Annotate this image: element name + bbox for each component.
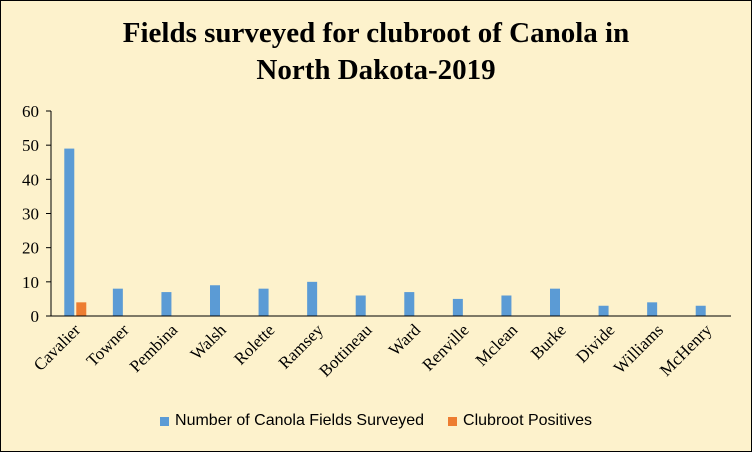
bar-clubroot-positives — [76, 302, 87, 316]
x-tick-label: Divide — [572, 320, 618, 366]
legend-entry-clubroot-positives: Clubroot Positives — [448, 412, 592, 430]
bar-fields-surveyed — [598, 305, 609, 316]
bar-fields-surveyed — [258, 288, 269, 316]
x-tick-label: Walsh — [187, 320, 231, 364]
y-tick-label: 40 — [22, 170, 39, 189]
bar-fields-surveyed — [550, 288, 560, 316]
x-tick-label: McHenry — [656, 320, 716, 380]
chart-title: Fields surveyed for clubroot of Canola i… — [1, 15, 751, 89]
bar-fields-surveyed — [307, 281, 318, 316]
x-tick-label: Ward — [385, 320, 425, 360]
x-tick-label: Cavalier — [30, 320, 84, 374]
chart-title-line-1: Fields surveyed for clubroot of Canola i… — [122, 17, 630, 49]
x-tick-label: Bottineau — [315, 320, 376, 381]
y-tick-label: 20 — [22, 239, 39, 258]
bar-fields-surveyed — [647, 302, 658, 316]
bar-fields-surveyed — [161, 292, 172, 316]
legend: Number of Canola Fields Surveyed Clubroo… — [1, 412, 751, 430]
chart-title-line-2: North Dakota-2019 — [256, 54, 496, 86]
bars — [64, 148, 706, 316]
bar-fields-surveyed — [210, 285, 220, 316]
x-tick-label: Renville — [419, 320, 473, 374]
x-tick-label: Burke — [527, 320, 570, 363]
bar-fields-surveyed — [501, 295, 512, 316]
bar-fields-surveyed — [112, 288, 123, 316]
bar-fields-surveyed — [355, 295, 366, 316]
y-tick-label: 60 — [22, 102, 39, 121]
y-tick-label: 10 — [22, 273, 39, 292]
y-tick-label: 30 — [22, 205, 39, 224]
bar-fields-surveyed — [452, 298, 463, 316]
legend-swatch-clubroot-positives — [448, 416, 458, 426]
y-axis: 0 10 20 30 40 50 60 — [22, 102, 52, 326]
bar-fields-surveyed — [695, 305, 706, 316]
x-tick-label: Rolette — [230, 320, 278, 368]
legend-entry-fields-surveyed: Number of Canola Fields Surveyed — [160, 412, 424, 430]
x-tick-label: Pembina — [126, 320, 182, 376]
bar-fields-surveyed — [404, 292, 415, 316]
x-tick-label: Mclean — [472, 320, 522, 370]
y-tick-label: 50 — [22, 136, 39, 155]
bar-fields-surveyed — [64, 148, 75, 316]
legend-label-fields-surveyed: Number of Canola Fields Surveyed — [175, 412, 425, 429]
y-tick-label: 0 — [31, 307, 40, 326]
legend-swatch-fields-surveyed — [160, 416, 170, 426]
legend-label-clubroot-positives: Clubroot Positives — [463, 412, 592, 429]
